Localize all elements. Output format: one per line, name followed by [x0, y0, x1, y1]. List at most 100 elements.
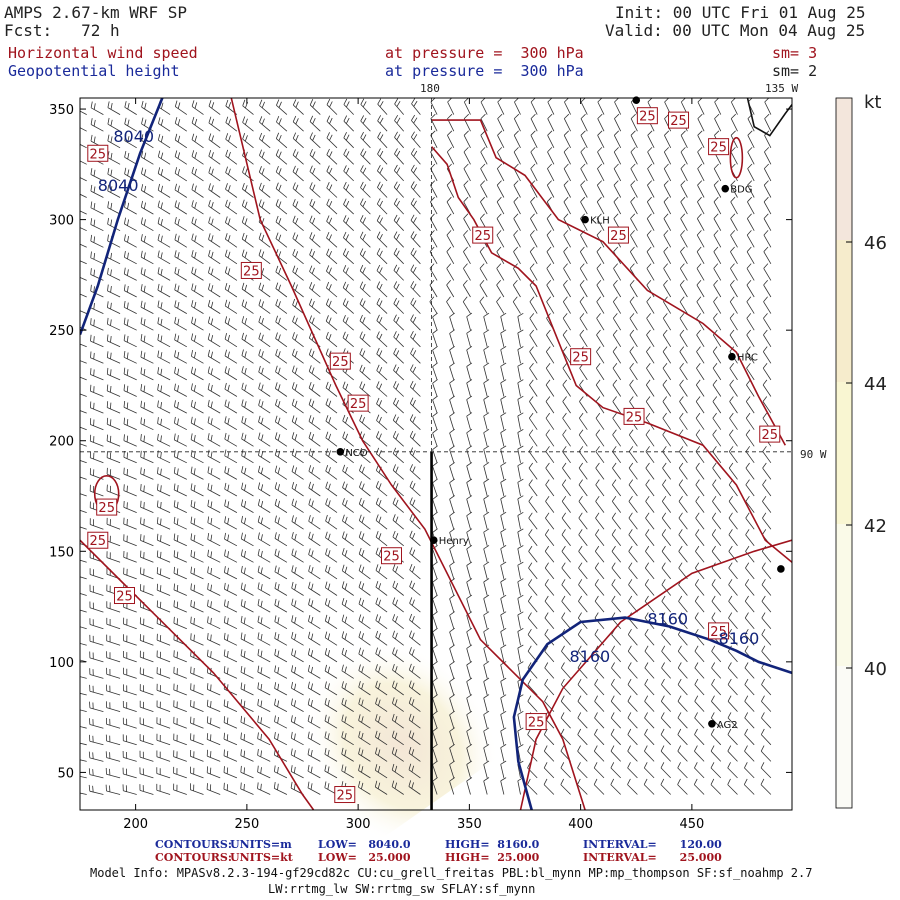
wind-barb [208, 216, 221, 232]
wind-barb [274, 465, 288, 480]
wind-barb [646, 246, 655, 265]
wind-barb [191, 233, 204, 248]
wind-barb [462, 296, 471, 314]
wind-barb [410, 131, 421, 149]
wind-barb [325, 464, 338, 480]
wind-barb [480, 113, 488, 132]
wind-barb [627, 728, 638, 746]
wind-barb [207, 649, 221, 663]
wind-barb [275, 182, 288, 198]
wind-barb [745, 446, 755, 464]
wind-barb [500, 644, 507, 662]
wind-barb [696, 279, 705, 298]
wind-barb [393, 314, 404, 331]
wind-barb [207, 466, 221, 480]
wind-barb [90, 251, 104, 265]
wind-barb [191, 100, 204, 115]
x-tick-label: 400 [568, 817, 593, 832]
wind-barb [463, 263, 471, 281]
wind-barb [309, 182, 321, 198]
wind-barb [730, 130, 738, 148]
wind-barb [342, 464, 354, 480]
wind-barb [745, 429, 755, 447]
wind-barb [647, 163, 655, 182]
wind-barb [762, 462, 772, 480]
wind-barb [308, 498, 321, 513]
wind-barb [746, 329, 755, 348]
wind-barb [660, 778, 671, 795]
wind-barb [325, 481, 338, 497]
wind-barb [358, 597, 371, 613]
wind-barb [694, 762, 705, 779]
wind-barb [324, 614, 338, 630]
wind-barb [324, 698, 338, 712]
wind-barb [678, 462, 688, 480]
wind-barb [206, 783, 221, 795]
wind-barb [208, 149, 221, 165]
wind-barb [190, 616, 204, 630]
y-tick-label: 100 [49, 656, 74, 671]
wind-barb [156, 650, 171, 663]
wind-barb [678, 495, 688, 513]
wind-barb [596, 213, 605, 231]
wind-barb [528, 579, 538, 596]
wind-barb [594, 678, 605, 696]
wind-barb [761, 628, 772, 646]
wind-barb [697, 196, 705, 215]
wind-barb [561, 579, 571, 596]
wind-barb [173, 766, 187, 779]
wind-barb [449, 528, 455, 546]
wind-barb [644, 695, 655, 712]
wind-barb [124, 217, 137, 232]
colorbar-segment [836, 524, 852, 666]
wind-barb [547, 113, 555, 132]
wind-barb [432, 594, 438, 613]
station-marker [777, 565, 785, 573]
wind-barb [680, 130, 688, 148]
wind-barb [107, 284, 121, 298]
wind-barb [240, 682, 254, 696]
wind-barb [207, 516, 221, 530]
wind-barb [174, 283, 188, 298]
wind-barb [375, 564, 388, 580]
wind-barb [342, 281, 354, 298]
wind-barb [679, 329, 688, 348]
wind-barb [713, 279, 722, 298]
wind-barb [562, 296, 571, 314]
wind-barb [89, 684, 104, 696]
wind-barb [257, 649, 271, 663]
wind-barb [258, 232, 271, 248]
wind-barb [139, 717, 154, 729]
wind-barb [89, 634, 104, 646]
wind-barb [257, 599, 271, 613]
wind-barb [449, 661, 455, 679]
wind-barb [728, 446, 738, 464]
wind-barb [141, 150, 154, 165]
wind-barb [258, 399, 271, 414]
wind-barb [744, 579, 755, 596]
wind-barb [747, 147, 755, 165]
wind-barb [517, 329, 524, 347]
wind-barb [647, 130, 655, 148]
wind-barb [577, 745, 588, 762]
wind-barb [190, 433, 204, 447]
wind-speed-contour [729, 136, 744, 179]
wind-barb [628, 529, 638, 547]
wind-barb [562, 396, 571, 414]
wind-barb [496, 213, 505, 231]
wind-barb [466, 528, 473, 546]
wind-barb [483, 578, 490, 596]
wind-barb [174, 117, 188, 132]
forecast-hour: Fcst: 72 h [4, 21, 120, 40]
wind-barb [241, 282, 254, 298]
wind-barb [80, 626, 87, 630]
wind-barb [612, 446, 622, 464]
wind-barb [612, 396, 622, 414]
wind-barb [611, 495, 622, 513]
wind-barb [563, 263, 571, 281]
wind-barb [308, 365, 321, 381]
wind-barb [123, 667, 137, 679]
wind-barb [408, 746, 421, 762]
wind-barb [661, 595, 672, 613]
wind-barb [325, 398, 338, 414]
